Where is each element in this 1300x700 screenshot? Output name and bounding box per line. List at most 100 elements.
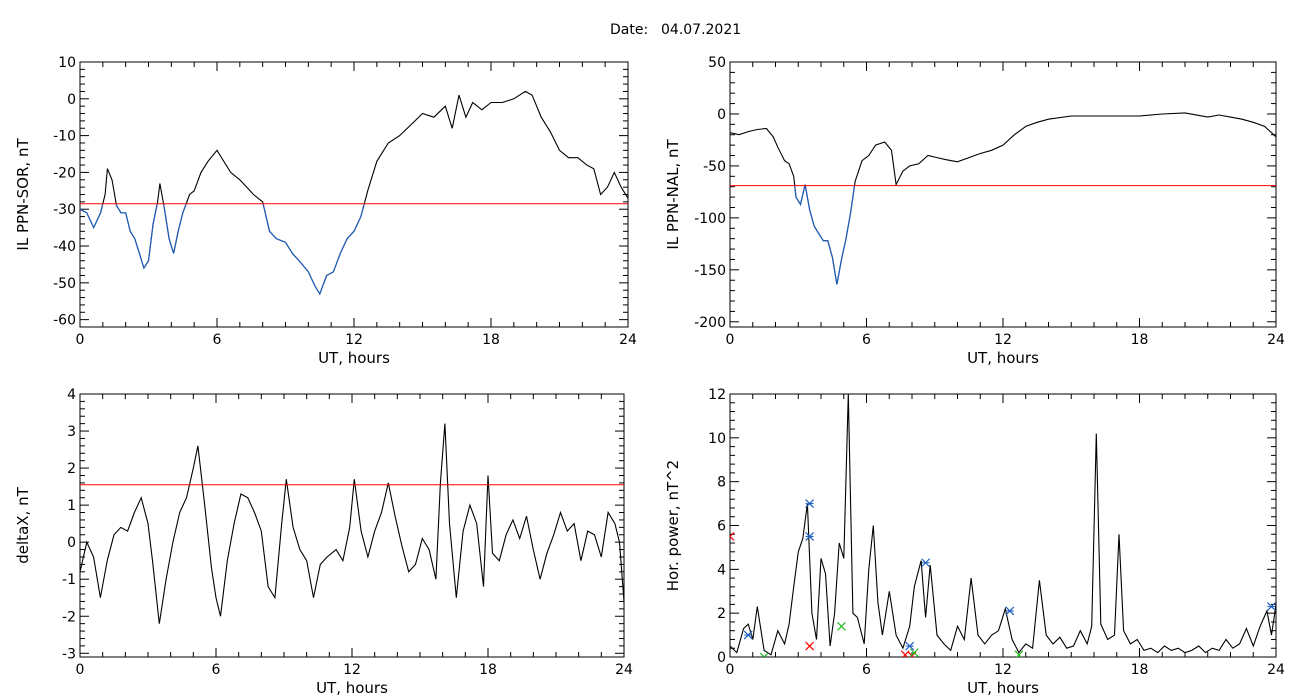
date-value: 04.07.2021 bbox=[661, 22, 741, 38]
marker-stroke bbox=[805, 641, 815, 651]
x-tick-label: 0 bbox=[726, 332, 735, 348]
x-tick-label: 24 bbox=[1267, 662, 1285, 678]
y-tick-label: 0 bbox=[67, 92, 76, 108]
y-tick-label: 2 bbox=[67, 461, 76, 477]
marker-green bbox=[1014, 650, 1024, 657]
below-threshold-segment bbox=[794, 185, 806, 206]
x-tick-label: 6 bbox=[212, 662, 221, 678]
below-threshold-segment bbox=[115, 203, 158, 270]
y-tick-label: 2 bbox=[717, 606, 726, 622]
plot-area bbox=[730, 112, 1276, 285]
x-tick-label: 0 bbox=[726, 662, 735, 678]
y-tick-label: -200 bbox=[694, 315, 726, 331]
marker-blue bbox=[805, 499, 815, 509]
marker-blue bbox=[1267, 602, 1276, 612]
x-tick-label: 6 bbox=[862, 332, 871, 348]
below-threshold-segment bbox=[162, 203, 187, 254]
y-tick-label: -40 bbox=[53, 239, 76, 255]
chart-panel-4: 0 6 12 18 24 12 10 8 6 4 2 0 UT, hours Hor. power, nT… bbox=[664, 387, 1285, 697]
plot-area bbox=[80, 423, 624, 624]
y-tick-label: -60 bbox=[53, 313, 76, 329]
x-tick-label: 12 bbox=[994, 662, 1012, 678]
x-tick-label: 18 bbox=[482, 332, 500, 348]
y-tick-label: 0 bbox=[717, 107, 726, 123]
below-threshold-segment bbox=[804, 185, 856, 285]
plot-frame bbox=[79, 393, 625, 658]
data-line bbox=[80, 423, 624, 624]
x-axis-label: UT, hours bbox=[316, 679, 388, 697]
marker-stroke bbox=[730, 535, 735, 541]
y-tick-label: 50 bbox=[708, 55, 726, 71]
x-tick-label: 0 bbox=[76, 662, 85, 678]
y-tick-label: -10 bbox=[53, 129, 76, 145]
y-tick-label: 0 bbox=[717, 650, 726, 666]
marker-blue bbox=[921, 558, 931, 568]
y-tick-label: -100 bbox=[694, 211, 726, 227]
marker-stroke bbox=[837, 621, 846, 631]
marker-blue bbox=[905, 641, 915, 651]
y-tick-label: 8 bbox=[717, 475, 726, 491]
x-tick-label: 18 bbox=[1131, 662, 1149, 678]
marker-stroke bbox=[759, 652, 765, 657]
y-tick-label: -20 bbox=[53, 165, 76, 181]
marker-stroke bbox=[1015, 650, 1024, 657]
x-tick-label: 6 bbox=[213, 332, 222, 348]
x-tick-label: 12 bbox=[994, 332, 1012, 348]
marker-green bbox=[909, 648, 919, 657]
y-tick-label: -50 bbox=[703, 159, 726, 175]
below-threshold-segment bbox=[262, 203, 365, 296]
x-axis-label: UT, hours bbox=[318, 349, 390, 367]
y-tick-label: 12 bbox=[708, 387, 726, 403]
y-tick-label: 4 bbox=[717, 562, 726, 578]
y-tick-label: 0 bbox=[67, 535, 76, 551]
marker-blue bbox=[805, 532, 815, 541]
y-tick-label: 10 bbox=[58, 55, 76, 71]
y-tick-label: -2 bbox=[62, 609, 76, 625]
date-label: Date: bbox=[610, 22, 648, 38]
x-tick-label: 6 bbox=[862, 662, 871, 678]
x-tick-label: 24 bbox=[619, 332, 637, 348]
y-tick-label: -30 bbox=[53, 202, 76, 218]
marker-blue bbox=[1005, 606, 1015, 616]
marker-green bbox=[837, 621, 846, 631]
x-axis-label: UT, hours bbox=[967, 679, 1039, 697]
y-tick-label: -3 bbox=[62, 646, 76, 662]
marker-stroke bbox=[730, 532, 735, 538]
plot-frame bbox=[729, 61, 1277, 328]
y-tick-label: -50 bbox=[53, 276, 76, 292]
x-tick-label: 18 bbox=[479, 662, 497, 678]
marker-red bbox=[805, 641, 815, 651]
marker-stroke bbox=[763, 652, 769, 657]
marker-blue bbox=[743, 630, 753, 640]
x-tick-label: 12 bbox=[343, 662, 361, 678]
plot-area bbox=[80, 90, 628, 296]
y-tick-label: 6 bbox=[717, 519, 726, 535]
chart-panel-3: 0 6 12 18 24 4 3 2 1 0 -1 -2 -3 UT, hours deltaX, nT bbox=[14, 387, 633, 697]
y-axis-label: deltaX, nT bbox=[14, 486, 32, 563]
data-line bbox=[730, 112, 1276, 285]
marker-stroke bbox=[909, 648, 919, 657]
y-tick-label: -1 bbox=[62, 572, 76, 588]
y-axis-label: Hor. power, nT^2 bbox=[664, 460, 682, 591]
x-tick-label: 24 bbox=[615, 662, 633, 678]
y-tick-label: 4 bbox=[67, 387, 76, 403]
y-axis-label: IL PPN-SOR, nT bbox=[14, 138, 32, 251]
y-tick-label: 1 bbox=[67, 498, 76, 514]
data-line bbox=[730, 394, 1276, 656]
x-axis-label: UT, hours bbox=[967, 349, 1039, 367]
plot-area bbox=[730, 394, 1276, 657]
y-axis-label: IL PPN-NAL, nT bbox=[664, 139, 682, 250]
y-tick-label: -150 bbox=[694, 263, 726, 279]
x-tick-label: 0 bbox=[76, 332, 85, 348]
below-threshold-segment bbox=[80, 203, 104, 230]
chart-panel-2: 0 6 12 18 24 50 0 -50 -100 -150 -200 UT, hours IL PP… bbox=[664, 55, 1285, 367]
x-tick-label: 12 bbox=[345, 332, 363, 348]
chart-panel-1: 0 6 12 18 24 10 0 -10 -20 -30 -40 -50 -60 UT, hours IL… bbox=[14, 55, 637, 367]
x-tick-label: 18 bbox=[1131, 332, 1149, 348]
data-line bbox=[80, 90, 628, 296]
y-tick-label: 10 bbox=[708, 431, 726, 447]
x-tick-label: 24 bbox=[1267, 332, 1285, 348]
marker-red bbox=[730, 532, 735, 541]
